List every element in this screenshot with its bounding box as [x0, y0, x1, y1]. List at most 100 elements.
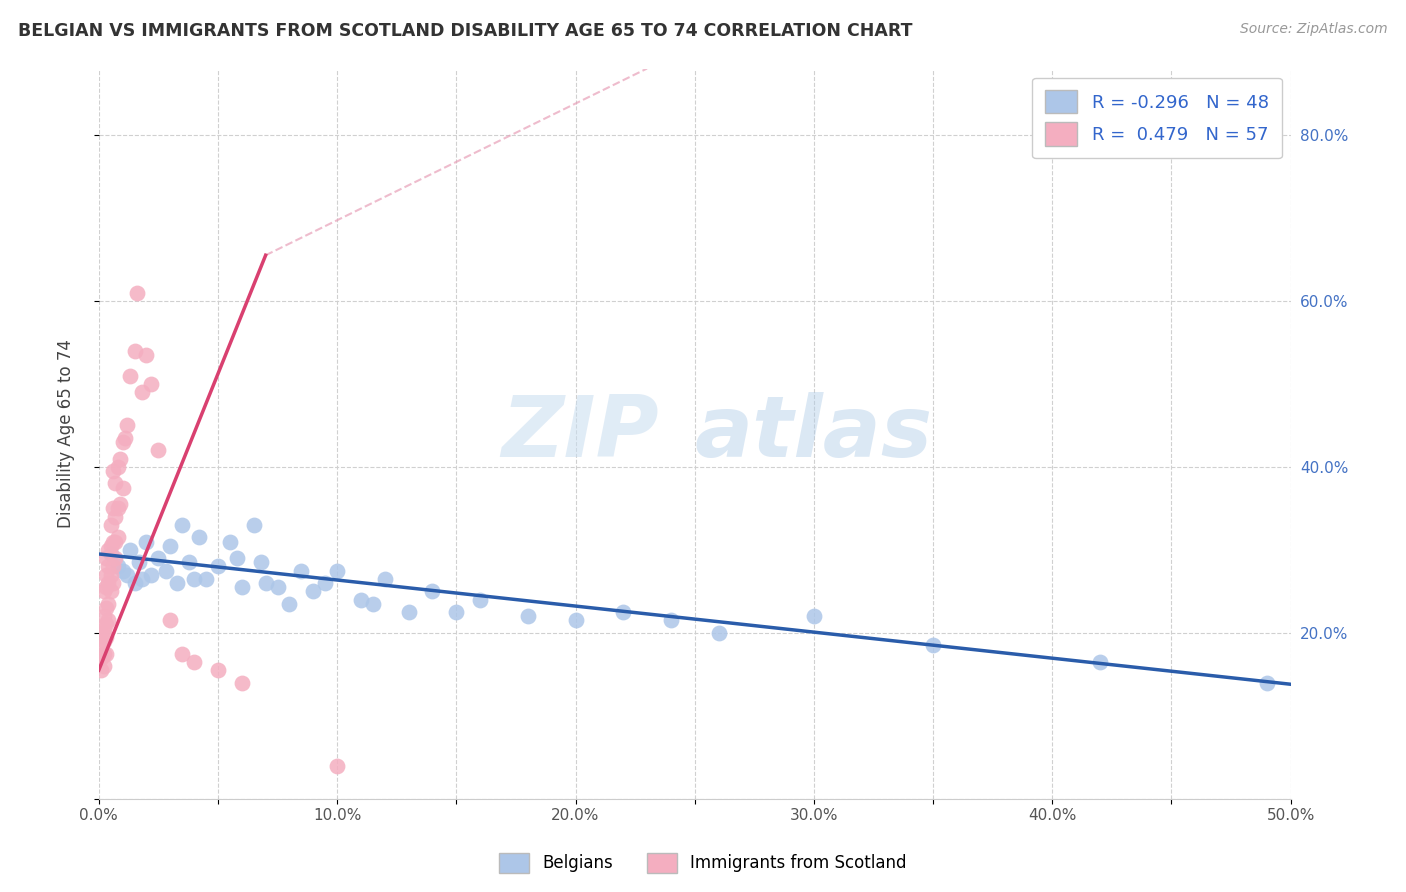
- Point: [118, 368, 141, 383]
- Point: [93, 622, 115, 636]
- Point: [101, 464, 124, 478]
- Point: [226, 551, 249, 566]
- Point: [231, 675, 253, 690]
- Point: [100, 517, 122, 532]
- Point: [107, 459, 129, 474]
- Point: [107, 559, 129, 574]
- Point: [90, 638, 112, 652]
- Point: [93, 647, 115, 661]
- Point: [104, 551, 127, 566]
- Point: [90, 650, 112, 665]
- Point: [107, 501, 129, 516]
- Point: [195, 572, 218, 586]
- Point: [326, 758, 349, 772]
- Point: [100, 539, 122, 553]
- Point: [100, 547, 122, 561]
- Y-axis label: Disability Age 65 to 74: Disability Age 65 to 74: [58, 339, 75, 528]
- Point: [207, 559, 229, 574]
- Point: [422, 584, 444, 599]
- Point: [135, 348, 157, 362]
- Point: [94, 601, 117, 615]
- Point: [97, 613, 120, 627]
- Point: [97, 559, 120, 574]
- Point: [131, 385, 153, 400]
- Point: [94, 567, 117, 582]
- Point: [374, 572, 396, 586]
- Point: [94, 580, 117, 594]
- Point: [97, 597, 120, 611]
- Point: [111, 434, 134, 449]
- Point: [97, 576, 120, 591]
- Point: [141, 567, 163, 582]
- Point: [101, 534, 124, 549]
- Point: [326, 564, 349, 578]
- Legend: Belgians, Immigrants from Scotland: Belgians, Immigrants from Scotland: [492, 847, 914, 880]
- Point: [1088, 655, 1111, 669]
- Point: [659, 613, 682, 627]
- Point: [922, 638, 945, 652]
- Point: [111, 564, 134, 578]
- Point: [166, 576, 188, 591]
- Point: [100, 584, 122, 599]
- Point: [231, 580, 253, 594]
- Text: ZIP: ZIP: [502, 392, 659, 475]
- Point: [148, 443, 170, 458]
- Point: [93, 634, 115, 648]
- Point: [1256, 675, 1278, 690]
- Point: [278, 597, 301, 611]
- Point: [242, 517, 264, 532]
- Point: [94, 630, 117, 644]
- Point: [564, 613, 586, 627]
- Point: [101, 576, 124, 591]
- Point: [104, 534, 127, 549]
- Point: [125, 285, 148, 300]
- Point: [302, 584, 325, 599]
- Text: BELGIAN VS IMMIGRANTS FROM SCOTLAND DISABILITY AGE 65 TO 74 CORRELATION CHART: BELGIAN VS IMMIGRANTS FROM SCOTLAND DISA…: [18, 22, 912, 40]
- Point: [94, 617, 117, 632]
- Point: [94, 647, 117, 661]
- Point: [254, 576, 277, 591]
- Point: [97, 542, 120, 557]
- Point: [93, 659, 115, 673]
- Point: [124, 343, 146, 358]
- Point: [155, 564, 177, 578]
- Text: Source: ZipAtlas.com: Source: ZipAtlas.com: [1240, 22, 1388, 37]
- Point: [148, 551, 170, 566]
- Point: [219, 534, 242, 549]
- Point: [94, 551, 117, 566]
- Point: [114, 431, 136, 445]
- Point: [398, 605, 420, 619]
- Point: [159, 539, 181, 553]
- Point: [187, 530, 209, 544]
- Point: [516, 609, 538, 624]
- Point: [207, 663, 229, 677]
- Legend: R = -0.296   N = 48, R =  0.479   N = 57: R = -0.296 N = 48, R = 0.479 N = 57: [1032, 78, 1282, 158]
- Point: [172, 517, 194, 532]
- Point: [117, 418, 139, 433]
- Point: [104, 509, 127, 524]
- Point: [470, 592, 492, 607]
- Point: [135, 534, 157, 549]
- Point: [110, 451, 132, 466]
- Point: [707, 625, 730, 640]
- Point: [183, 655, 205, 669]
- Point: [350, 592, 373, 607]
- Point: [101, 501, 124, 516]
- Point: [141, 376, 163, 391]
- Point: [101, 559, 124, 574]
- Point: [179, 555, 201, 569]
- Point: [266, 580, 288, 594]
- Point: [612, 605, 634, 619]
- Point: [110, 497, 132, 511]
- Point: [361, 597, 384, 611]
- Point: [159, 613, 181, 627]
- Point: [104, 476, 127, 491]
- Point: [183, 572, 205, 586]
- Point: [118, 542, 141, 557]
- Point: [93, 609, 115, 624]
- Point: [117, 567, 139, 582]
- Point: [250, 555, 273, 569]
- Point: [446, 605, 468, 619]
- Point: [90, 663, 112, 677]
- Point: [290, 564, 312, 578]
